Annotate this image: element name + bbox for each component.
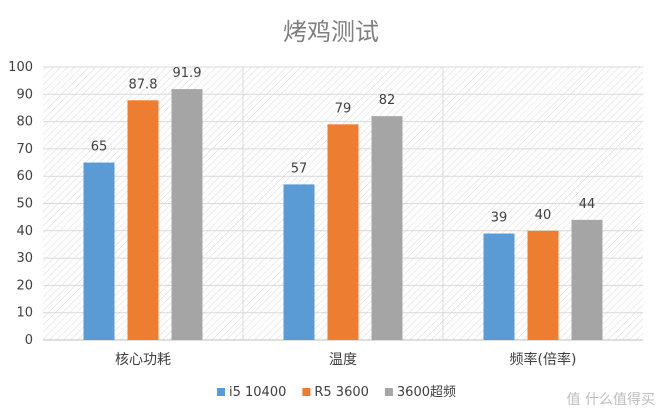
bar <box>83 162 115 340</box>
legend-label: 3600超频 <box>397 385 456 400</box>
y-tick-label: 30 <box>16 251 33 266</box>
data-label: 79 <box>335 101 352 116</box>
legend-swatch <box>384 388 393 396</box>
chart-title: 烤鸡测试 <box>283 18 379 46</box>
watermark-text: 值 什么值得买 <box>567 391 655 408</box>
bar <box>127 100 159 340</box>
y-tick-label: 80 <box>16 115 33 130</box>
y-tick-label: 20 <box>16 278 33 293</box>
y-tick-label: 60 <box>16 169 33 184</box>
legend-swatch <box>217 388 225 396</box>
bar <box>483 233 515 340</box>
data-label: 40 <box>535 208 552 223</box>
y-tick-label: 10 <box>16 306 33 321</box>
y-tick-label: 0 <box>25 333 33 348</box>
bar <box>327 124 359 340</box>
data-label: 91.9 <box>173 66 202 81</box>
y-tick-label: 40 <box>16 224 33 239</box>
data-label: 44 <box>579 197 596 212</box>
bar <box>371 116 403 340</box>
x-category-label: 温度 <box>329 352 357 368</box>
x-category-label: 频率(倍率) <box>510 351 577 368</box>
data-label: 57 <box>291 161 308 176</box>
bar <box>283 184 315 340</box>
bar <box>571 219 603 340</box>
y-tick-label: 50 <box>16 197 33 212</box>
y-tick-label: 90 <box>16 87 33 102</box>
data-label: 87.8 <box>129 77 158 92</box>
y-tick-label: 70 <box>16 142 33 157</box>
data-label: 39 <box>491 211 508 226</box>
bar <box>527 230 559 340</box>
bar <box>171 89 203 340</box>
legend-swatch <box>302 388 311 396</box>
data-label: 65 <box>91 140 108 155</box>
y-tick-label: 100 <box>8 60 33 75</box>
data-label: 82 <box>379 93 396 108</box>
legend-label: i5 10400 <box>229 385 286 400</box>
x-category-label: 核心功耗 <box>115 352 171 368</box>
legend-label: R5 3600 <box>314 385 369 400</box>
